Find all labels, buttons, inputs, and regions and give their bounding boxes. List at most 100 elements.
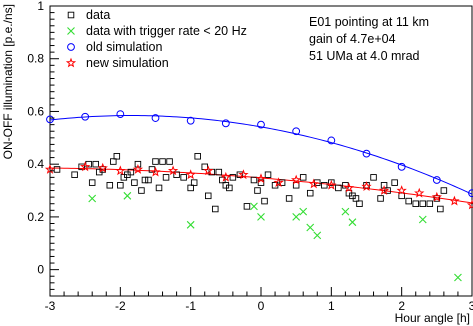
y-tick-label: 0.4 <box>27 157 44 171</box>
data-point <box>418 215 427 224</box>
data-point <box>92 160 99 168</box>
data-point <box>313 231 322 240</box>
legend-label: data with trigger rate < 20 Hz <box>86 24 247 38</box>
x-axis-label: Hour angle [h] <box>395 311 470 325</box>
data-point <box>203 165 214 176</box>
data-point <box>71 171 78 178</box>
data-point <box>238 169 249 180</box>
data-point <box>132 164 144 174</box>
data-point <box>321 182 328 189</box>
data-point <box>378 185 390 195</box>
data-point <box>250 202 258 211</box>
data-point <box>138 187 145 194</box>
data-point <box>190 179 198 186</box>
x-tick-label: -2 <box>115 299 126 313</box>
data-point <box>187 184 194 192</box>
data-point <box>306 223 315 232</box>
data-point <box>131 179 138 186</box>
data-point <box>185 169 196 180</box>
data-point <box>201 163 208 171</box>
data-point <box>397 162 406 171</box>
data-point <box>180 174 187 181</box>
data-point <box>113 153 121 160</box>
y-axis-label: ON-OFF illumination [p.e./ns] <box>1 4 15 159</box>
annotation-text: 51 UMa at 4.0 mrad <box>309 49 420 63</box>
data-point <box>362 149 371 158</box>
data-point <box>306 189 314 197</box>
data-point <box>117 182 124 189</box>
data-point <box>155 184 163 192</box>
data-point <box>377 195 384 202</box>
data-point <box>243 203 251 210</box>
data-point <box>250 176 258 184</box>
data-point <box>327 136 336 145</box>
data-point <box>261 197 268 205</box>
data-point <box>264 171 272 178</box>
y-tick-label: 0.8 <box>27 52 44 66</box>
data-point <box>78 163 85 171</box>
data-point <box>291 174 302 185</box>
data-point <box>278 179 286 186</box>
data-point <box>145 176 152 184</box>
y-tick-label: 0 <box>37 263 44 277</box>
legend-marker <box>65 57 77 68</box>
data-point <box>335 184 342 192</box>
data-point <box>173 171 180 178</box>
data-point <box>236 171 244 178</box>
data-point <box>285 195 293 202</box>
data-point <box>152 158 159 165</box>
x-tick-label: -3 <box>45 299 56 313</box>
data-point <box>384 187 391 194</box>
data-point <box>341 207 350 216</box>
data-point <box>229 174 237 181</box>
data-point <box>299 207 308 216</box>
data-point <box>352 195 360 202</box>
data-point <box>292 213 301 221</box>
data-point <box>254 187 261 194</box>
legend-label: new simulation <box>86 56 169 70</box>
data-point <box>220 171 231 182</box>
data-point <box>440 187 448 194</box>
data-point <box>449 195 460 206</box>
data-point <box>88 194 97 203</box>
x-tick-label: 3 <box>469 299 473 313</box>
data-point <box>299 174 307 181</box>
data-point <box>81 112 90 121</box>
annotation-text: gain of 4.7e+04 <box>309 32 396 46</box>
data-point <box>433 195 441 202</box>
data-point <box>106 182 114 189</box>
data-point <box>380 182 388 189</box>
data-point <box>115 165 126 176</box>
data-point <box>97 162 108 173</box>
data-point <box>150 166 161 177</box>
data-point <box>212 205 219 213</box>
data-point <box>226 184 233 192</box>
data-point <box>292 127 301 136</box>
x-tick-label: 2 <box>398 299 405 313</box>
legend-marker <box>67 27 75 35</box>
data-point <box>405 197 412 205</box>
data-point <box>419 200 427 207</box>
data-point <box>53 166 61 173</box>
data-point <box>328 179 335 186</box>
data-point <box>273 177 284 188</box>
data-point <box>204 192 212 200</box>
data-point <box>412 200 419 207</box>
data-point <box>46 115 54 124</box>
legend-marker <box>67 11 75 19</box>
data-point <box>343 182 355 193</box>
y-tick-label: 0.2 <box>27 210 44 224</box>
x-tick-label: 0 <box>258 299 265 313</box>
data-point <box>151 114 160 122</box>
data-point <box>110 158 117 165</box>
data-point <box>356 200 363 207</box>
data-point <box>468 189 473 198</box>
data-point <box>215 168 223 176</box>
data-point <box>370 174 377 181</box>
data-point <box>292 182 300 189</box>
data-point <box>194 153 201 160</box>
data-point <box>414 187 425 198</box>
data-point <box>123 191 132 200</box>
data-point <box>186 220 195 229</box>
data-point <box>167 165 179 176</box>
